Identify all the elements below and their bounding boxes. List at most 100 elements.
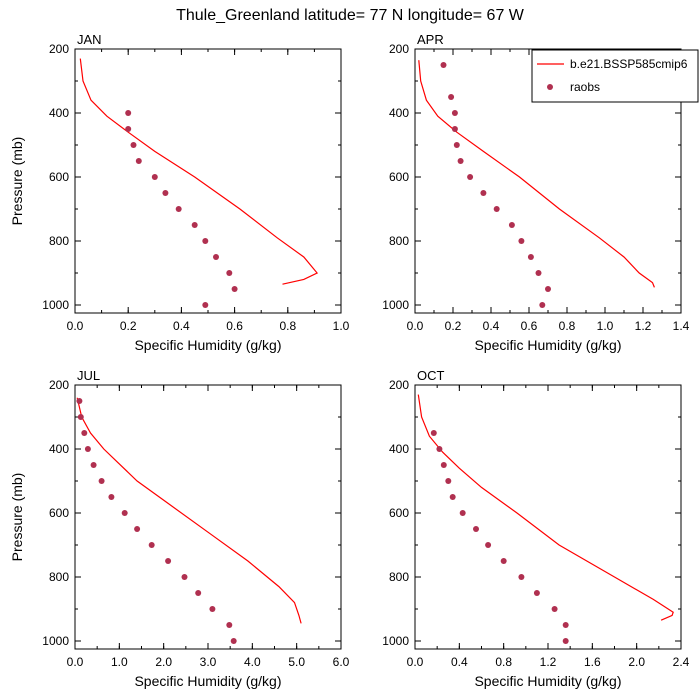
y-tick-label: 400	[389, 442, 409, 456]
obs-point-oct	[440, 462, 447, 468]
y-tick-label: 800	[389, 234, 409, 248]
y-tick-label: 200	[389, 378, 409, 392]
y-axis-label: Pressure (mb)	[9, 473, 25, 562]
obs-point-jul	[165, 558, 172, 564]
obs-point-jul	[209, 606, 216, 612]
y-tick-label: 1000	[42, 298, 69, 312]
y-tick-label: 1000	[382, 634, 409, 648]
y-tick-label: 800	[389, 570, 409, 584]
obs-point-jul	[76, 398, 83, 404]
obs-point-jul	[81, 430, 88, 436]
obs-point-apr	[480, 190, 487, 196]
x-tick-label: 1.0	[333, 319, 350, 333]
obs-point-oct	[473, 526, 479, 532]
panel-label-apr: APR	[417, 32, 444, 47]
obs-point-oct	[430, 430, 437, 436]
x-tick-label: 0.0	[67, 319, 84, 333]
legend-box	[531, 49, 699, 103]
x-tick-label: 0.0	[407, 655, 424, 669]
x-tick-label: 0.0	[67, 655, 84, 669]
x-tick-label: 3.0	[200, 655, 217, 669]
legend-obs-marker	[547, 84, 553, 90]
obs-point-oct	[518, 574, 525, 580]
y-tick-label: 600	[49, 506, 69, 520]
model-line-oct	[417, 394, 674, 621]
x-tick-label: 1.6	[584, 655, 601, 669]
obs-point-apr	[545, 286, 551, 292]
y-tick-label: 800	[49, 570, 69, 584]
obs-point-jan	[125, 126, 132, 132]
obs-point-jul	[90, 462, 97, 468]
x-axis-label: Specific Humidity (g/kg)	[474, 337, 621, 353]
x-axis-label: Specific Humidity (g/kg)	[474, 673, 621, 689]
y-tick-label: 600	[389, 506, 409, 520]
obs-point-jan	[125, 110, 132, 116]
y-tick-label: 400	[389, 106, 409, 120]
obs-point-jul	[230, 638, 237, 644]
obs-point-jul	[195, 590, 202, 596]
figure-title: Thule_Greenland latitude= 77 N longitude…	[176, 7, 525, 24]
obs-point-jan	[202, 302, 209, 308]
y-tick-label: 800	[49, 234, 69, 248]
x-tick-label: 2.0	[155, 655, 172, 669]
obs-point-jul	[148, 542, 155, 548]
panel-jan: JAN 0.0 0.2 0.4 0.6 0.8 1.0 200 400 600 800 1000 Spe…	[9, 32, 350, 353]
obs-point-apr	[493, 206, 500, 212]
obs-point-oct	[436, 446, 443, 452]
panel-label-jan: JAN	[77, 32, 102, 47]
panel-jul: JUL 0.0 1.0 2.0 3.0 4.0 5.0 6.0 200 400 600 800 1000…	[9, 368, 350, 689]
legend: b.e21.BSSP585cmip6 raobs	[531, 49, 699, 103]
panel-oct: OCT 0.0 0.4 0.8 1.2 1.6 2.0 2.4 200 400 600 800 1000…	[382, 368, 689, 689]
x-tick-label: 2.4	[673, 655, 690, 669]
y-tick-label: 400	[49, 106, 69, 120]
obs-point-jul	[134, 526, 141, 532]
y-tick-label: 200	[49, 42, 69, 56]
x-tick-label: 0.8	[495, 655, 512, 669]
model-line-jan	[79, 58, 319, 285]
x-tick-label: 1.2	[540, 655, 557, 669]
x-tick-label: 5.0	[288, 655, 305, 669]
obs-point-jan	[231, 286, 238, 292]
obs-point-oct	[551, 606, 558, 612]
y-tick-label: 200	[389, 42, 409, 56]
obs-point-jan	[213, 254, 219, 260]
obs-point-jul	[98, 478, 105, 484]
obs-point-jul	[108, 494, 115, 500]
obs-point-apr	[508, 222, 515, 228]
x-tick-label: 0.0	[407, 319, 424, 333]
y-axis-label: Pressure (mb)	[9, 137, 25, 226]
x-axis-label: Specific Humidity (g/kg)	[134, 673, 281, 689]
obs-point-oct	[459, 510, 466, 516]
panel-apr: APR 0.0 0.2 0.4 0.6 0.8 1.0 1.2 1.4 200 400 600 800 1…	[382, 32, 689, 353]
x-tick-label: 0.4	[173, 319, 190, 333]
obs-point-jan	[135, 158, 142, 164]
y-tick-label: 1000	[42, 634, 69, 648]
obs-point-jul	[181, 574, 188, 580]
y-tick-label: 200	[49, 378, 69, 392]
obs-point-apr	[448, 94, 455, 100]
obs-point-jan	[175, 206, 182, 212]
obs-point-jul	[226, 622, 233, 628]
x-tick-label: 1.0	[597, 319, 614, 333]
panel-label-oct: OCT	[417, 368, 445, 383]
obs-point-jan	[202, 238, 209, 244]
x-tick-label: 6.0	[333, 655, 350, 669]
x-tick-label: 0.2	[120, 319, 137, 333]
y-tick-label: 600	[389, 170, 409, 184]
obs-point-apr	[467, 174, 474, 180]
x-tick-label: 0.4	[451, 655, 468, 669]
y-tick-label: 600	[49, 170, 69, 184]
obs-point-apr	[453, 142, 460, 148]
obs-point-oct	[533, 590, 540, 596]
obs-point-oct	[562, 638, 569, 644]
x-tick-label: 0.4	[483, 319, 500, 333]
obs-point-oct	[500, 558, 507, 564]
y-tick-label: 1000	[382, 298, 409, 312]
x-tick-label: 1.0	[111, 655, 128, 669]
obs-point-oct	[445, 478, 452, 484]
obs-point-jul	[84, 446, 91, 452]
obs-point-jan	[130, 142, 137, 148]
obs-point-oct	[562, 622, 569, 628]
obs-point-jan	[191, 222, 198, 228]
